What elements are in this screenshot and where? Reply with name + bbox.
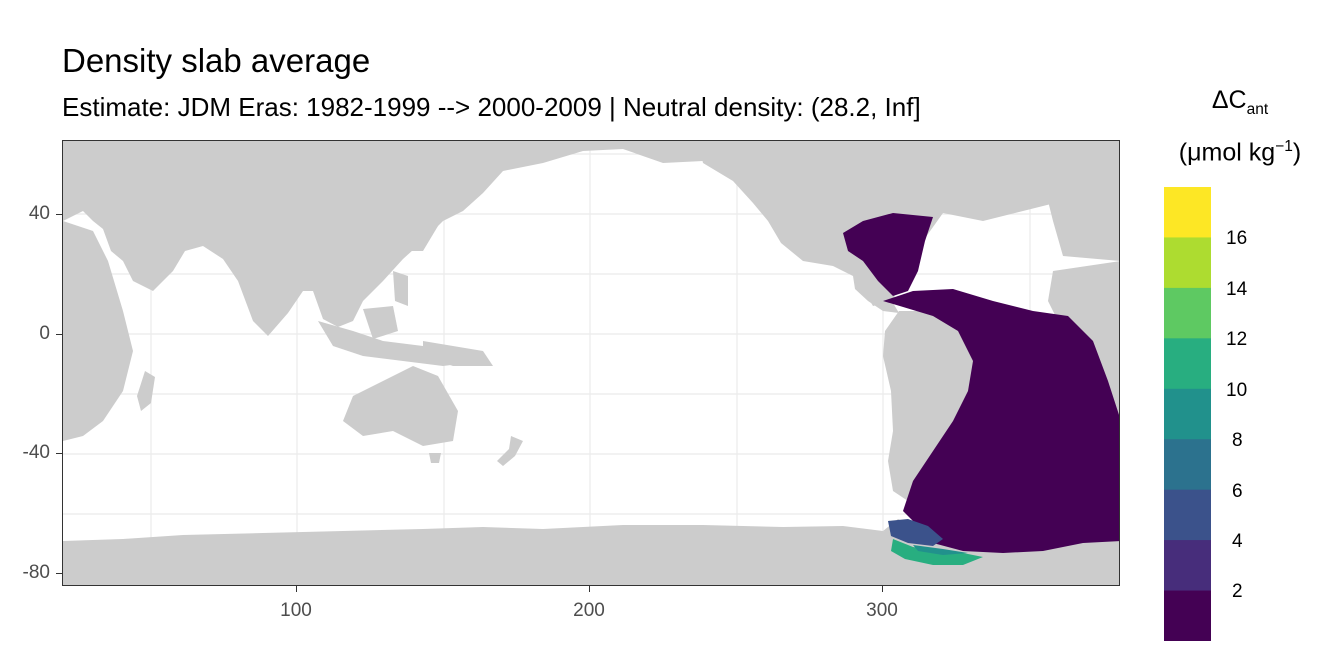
y-tick-mark	[56, 334, 62, 335]
x-tick-mark	[882, 586, 883, 592]
legend-label: 6	[1232, 481, 1243, 502]
land-borneo	[363, 306, 398, 339]
y-tick-mark	[56, 214, 62, 215]
cant-equatorial-atlantic	[883, 289, 1119, 553]
x-tick-mark	[296, 586, 297, 592]
legend-swatch	[1164, 540, 1211, 592]
land-philippines	[393, 271, 408, 306]
legend-swatch	[1164, 489, 1211, 541]
legend-title: ΔCant	[1152, 86, 1328, 119]
legend-swatch	[1164, 287, 1211, 339]
cant-weddell-4	[888, 519, 943, 546]
legend-symbol: ΔC	[1211, 86, 1247, 114]
y-tick-mark	[56, 573, 62, 574]
x-tick-label: 100	[280, 600, 312, 621]
legend-label: 16	[1226, 228, 1248, 249]
legend-label: 14	[1226, 279, 1248, 300]
map-title: Density slab average	[62, 42, 371, 79]
land	[63, 141, 1119, 585]
land-new-guinea	[423, 341, 493, 366]
cant-weddell-8	[913, 545, 968, 555]
x-tick-label: 200	[573, 600, 605, 621]
land-antarctica	[63, 525, 1119, 585]
y-tick-mark	[56, 453, 62, 454]
world-map	[63, 141, 1119, 585]
legend-label: 4	[1232, 531, 1243, 552]
land-central-america	[853, 276, 899, 313]
legend-subscript: ant	[1246, 101, 1269, 118]
x-tick-label: 300	[866, 600, 898, 621]
land-africa-east	[63, 221, 133, 441]
legend-label: 10	[1226, 380, 1248, 401]
y-tick-label: -40	[22, 442, 50, 463]
map-subtitle: Estimate: JDM Eras: 1982-1999 --> 2000-2…	[62, 92, 921, 122]
legend-swatch	[1164, 338, 1211, 390]
y-tick-label: -80	[22, 562, 50, 583]
cant-field	[843, 213, 1119, 565]
land-south-america	[883, 311, 998, 501]
legend-swatch	[1164, 388, 1211, 440]
map-panel	[62, 140, 1120, 586]
legend-swatch	[1164, 439, 1211, 491]
legend-label: 2	[1232, 581, 1243, 602]
land-new-zealand	[497, 436, 523, 466]
land-japan	[408, 201, 438, 251]
y-tick-label: 40	[28, 203, 50, 224]
land-europe	[1043, 141, 1119, 261]
land-madagascar	[137, 371, 155, 411]
land-australia	[343, 366, 458, 446]
legend-swatch	[1164, 590, 1211, 641]
cant-north-atlantic	[843, 213, 933, 296]
legend-label: 12	[1226, 329, 1248, 350]
land-eurasia	[63, 141, 703, 336]
legend-unit-exponent: −1	[1275, 138, 1293, 155]
y-tick-label: 0	[39, 323, 50, 344]
legend-swatch	[1164, 237, 1211, 289]
x-tick-mark	[589, 586, 590, 592]
legend-unit-text: (μmol kg	[1178, 138, 1276, 167]
legend-unit-close: )	[1292, 138, 1302, 167]
legend-swatch	[1164, 187, 1211, 238]
land-tasmania	[429, 453, 441, 463]
legend-unit: (μmol kg−1)	[1152, 138, 1328, 167]
legend-colorbar	[1164, 187, 1211, 641]
legend-label: 8	[1232, 430, 1243, 451]
